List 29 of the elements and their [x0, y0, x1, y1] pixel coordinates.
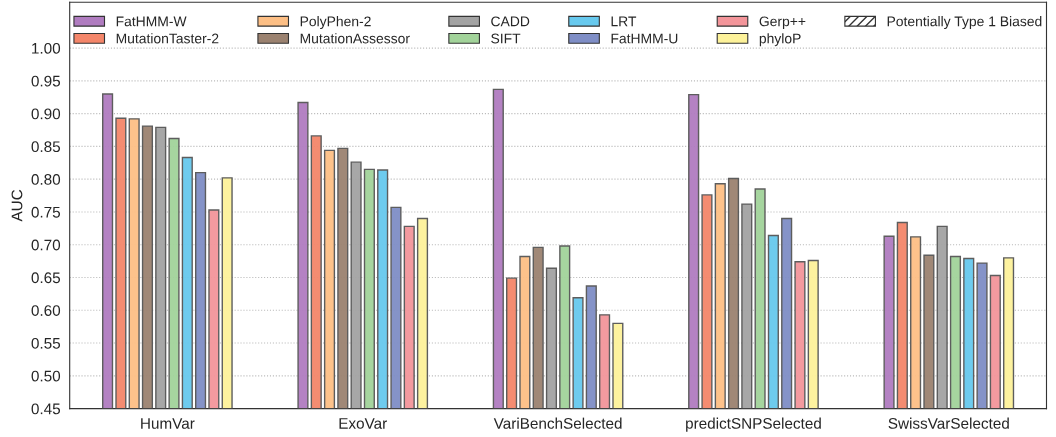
y-tick-label: 0.70	[31, 239, 61, 251]
y-tick-label: 0.55	[31, 337, 61, 349]
x-tick-label: SwissVarSelected	[888, 417, 1009, 429]
legend-label: FatHMM-U	[611, 33, 678, 44]
y-axis-title: AUC	[11, 189, 23, 222]
x-tick-label: HumVar	[141, 418, 195, 429]
x-tick-label: predictSNPSelected	[686, 417, 821, 432]
legend-label: Gerp++	[759, 16, 806, 30]
legend-label: CADD	[491, 16, 530, 27]
y-tick-label: 0.95	[31, 75, 61, 87]
y-tick-label: 0.60	[31, 305, 61, 316]
y-tick-label: 0.90	[31, 108, 61, 120]
y-tick-label: 0.45	[31, 403, 61, 415]
y-tick-label: 1.00	[32, 42, 61, 54]
legend-label: FatHMM-W	[116, 16, 187, 27]
legend-label: PolyPhen-2	[300, 16, 371, 30]
x-tick-label: VariBenchSelected	[493, 417, 622, 429]
y-tick-label: 0.85	[31, 141, 61, 153]
x-tick-label: ExoVar	[339, 418, 387, 429]
legend-label: Potentially Type 1 Biased	[887, 16, 1042, 30]
legend-label: MutationTaster-2	[116, 33, 219, 44]
y-tick-label: 0.65	[31, 272, 61, 284]
legend-label: LRT	[611, 16, 637, 27]
y-tick-label: 0.50	[31, 370, 61, 382]
legend-label: phyloP	[759, 33, 801, 47]
y-tick-label: 0.80	[31, 174, 61, 185]
y-tick-label: 0.75	[31, 206, 61, 218]
legend-label: MutationAssessor	[300, 33, 410, 44]
legend-label: SIFT	[491, 33, 521, 44]
